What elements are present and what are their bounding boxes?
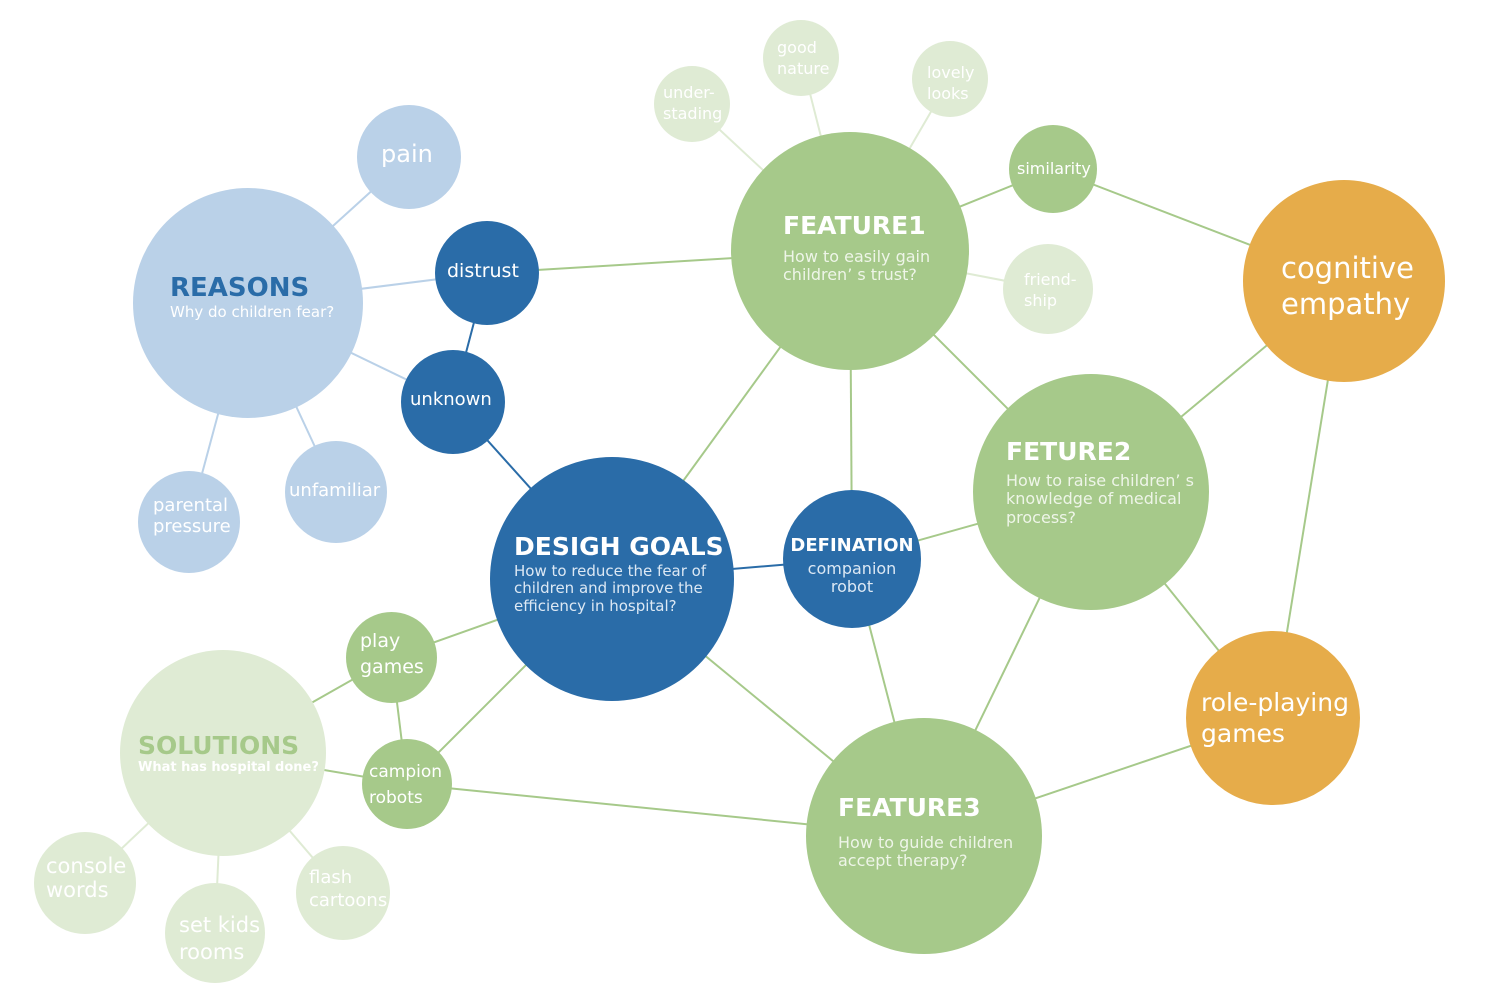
feature3-node: FEATURE3 How to guide children accept th…	[806, 718, 1042, 954]
design-goals-question: How to reduce the fear of children and i…	[514, 562, 707, 615]
reasons-node: REASONS Why do children fear?	[133, 188, 363, 418]
understading-node: under- stading	[654, 66, 730, 142]
role-playing-games-label: role-playing games	[1201, 688, 1349, 749]
feature1-question: How to easily gain children’ s trust?	[783, 247, 931, 285]
defination-title: DEFINATION	[790, 535, 914, 556]
feture2-title: FETURE2	[1006, 437, 1132, 466]
flash-cartoons-node: flash cartoons	[296, 846, 390, 940]
pain-node: pain	[357, 105, 461, 209]
console-words-label: console words	[46, 854, 127, 903]
cognitive-empathy-label: cognitive empathy	[1281, 251, 1414, 322]
feture2-question: How to raise children’ s knowledge of me…	[1006, 471, 1194, 527]
campion-robots-node: campion robots	[362, 739, 452, 829]
feture2-node: FETURE2 How to raise children’ s knowled…	[973, 374, 1209, 610]
role-playing-games-node: role-playing games	[1186, 631, 1360, 805]
design-goals-title: DESIGH GOALS	[514, 532, 724, 561]
distrust-node: distrust	[435, 221, 539, 325]
defination-text: companion robot	[807, 559, 897, 597]
feature3-title: FEATURE3	[838, 793, 981, 822]
lovely-looks-node: lovely looks	[912, 41, 988, 117]
set-kids-rooms-node: set kids rooms	[165, 883, 265, 983]
flash-cartoons-label: flash cartoons	[309, 867, 388, 912]
campion-robots-label: campion robots	[369, 762, 443, 809]
similarity-label: similarity	[1017, 159, 1091, 178]
unknown-label: unknown	[410, 389, 492, 410]
reasons-question: Why do children fear?	[170, 303, 335, 321]
unfamiliar-node: unfamiliar	[285, 441, 387, 543]
distrust-label: distrust	[447, 260, 519, 282]
feature1-title: FEATURE1	[783, 211, 926, 240]
console-words-node: console words	[34, 832, 136, 934]
reasons-title: REASONS	[170, 273, 310, 303]
lovely-looks-label: lovely looks	[927, 63, 975, 103]
pain-label: pain	[381, 140, 433, 168]
unknown-node: unknown	[401, 350, 505, 454]
play-games-node: play games	[346, 612, 437, 703]
defination-node: DEFINATION companion robot	[783, 490, 921, 628]
solutions-question: What has hospital done?	[138, 760, 319, 775]
set-kids-rooms-label: set kids rooms	[179, 913, 261, 965]
parental-pressure-label: parental pressure	[153, 495, 231, 537]
feature1-node: FEATURE1 How to easily gain children’ s …	[731, 132, 969, 370]
similarity-node: similarity	[1009, 125, 1097, 213]
unfamiliar-label: unfamiliar	[289, 480, 381, 501]
understading-label: under- stading	[663, 83, 723, 123]
friendship-label: friend- ship	[1024, 270, 1077, 310]
feature3-question: How to guide children accept therapy?	[838, 833, 1014, 871]
design-goals-node: DESIGH GOALS How to reduce the fear of c…	[490, 457, 734, 701]
parental-pressure-node: parental pressure	[138, 471, 240, 573]
cognitive-empathy-node: cognitive empathy	[1243, 180, 1445, 382]
solutions-title: SOLUTIONS	[138, 731, 300, 760]
solutions-node: SOLUTIONS What has hospital done?	[120, 650, 326, 856]
friendship-node: friend- ship	[1003, 244, 1093, 334]
play-games-label: play games	[360, 630, 424, 678]
good-nature-node: good nature	[763, 20, 839, 96]
good-nature-label: good nature	[777, 38, 830, 78]
